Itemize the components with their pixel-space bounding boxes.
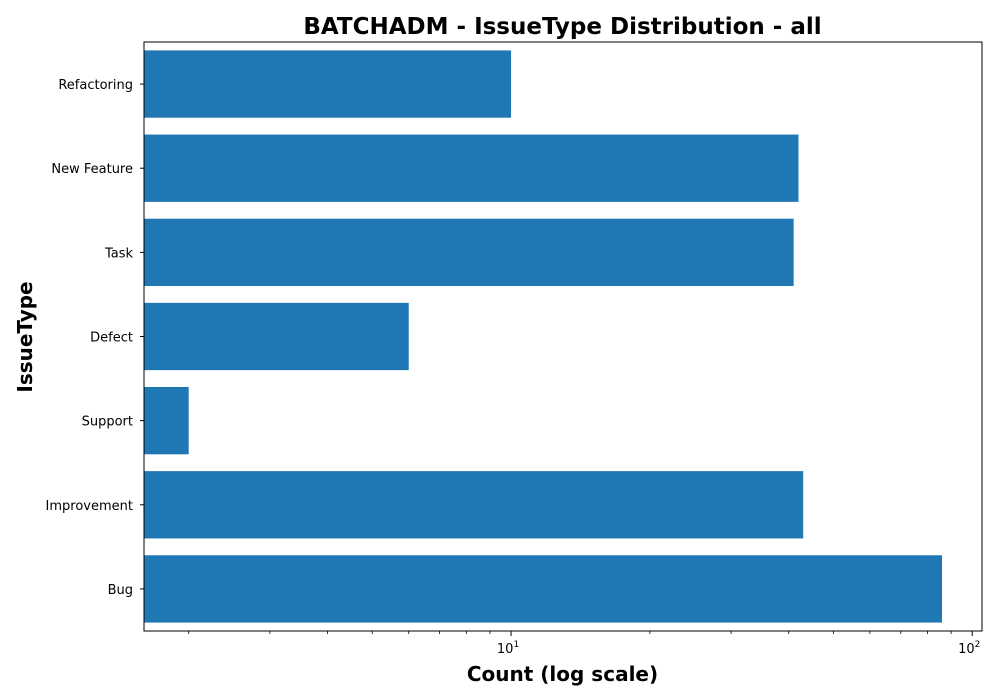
y-tick-label: New Feature [51,162,133,177]
bar-defect [144,302,409,371]
y-axis-label: IssueType [13,281,37,392]
bar-task [144,218,794,287]
x-axis-label: Count (log scale) [467,662,658,686]
y-tick-label: Support [82,415,133,430]
y-tick-label: Task [104,246,134,261]
bar-support [144,386,189,455]
y-tick-label: Defect [90,331,133,346]
y-tick-label: Bug [108,583,133,598]
bar-bug [144,555,943,623]
y-tick-label: Refactoring [58,78,133,93]
bar-new-feature [144,134,799,202]
x-tick-label: 102 [958,640,980,657]
x-ticks-layer: 101 102 [188,631,980,657]
bar-refactoring [144,50,512,118]
chart-title: BATCHADM - IssueType Distribution - all [303,14,821,40]
y-tick-label: Improvement [46,499,133,514]
x-tick-label: 101 [497,640,519,657]
bars-layer [144,50,943,623]
y-ticks-layer: Bug Improvement Support Defect Task New Featu… [46,78,144,598]
bar-improvement [144,471,804,539]
